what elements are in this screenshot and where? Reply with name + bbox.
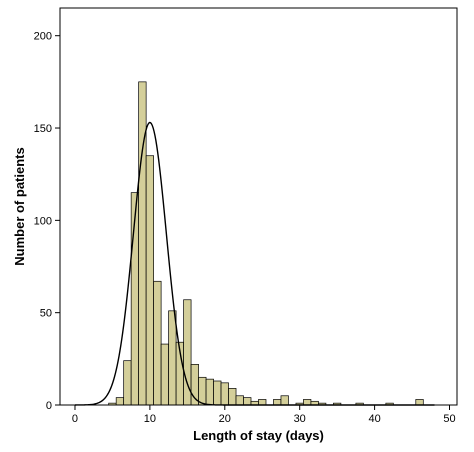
histogram-bar <box>220 382 229 406</box>
y-tick-label: 200 <box>34 31 52 43</box>
y-tick-label: 150 <box>34 123 52 135</box>
x-tick-label: 40 <box>368 413 380 425</box>
histogram-bar <box>235 395 244 406</box>
histogram-bar <box>228 388 237 406</box>
y-tick-label: 50 <box>40 308 52 320</box>
histogram-bar <box>168 310 177 406</box>
y-axis-title: Number of patients <box>12 147 27 265</box>
histogram-bar <box>273 399 282 406</box>
histogram-bar <box>280 395 289 406</box>
histogram-bar <box>415 399 424 406</box>
x-tick-label: 20 <box>219 413 231 425</box>
histogram-bar <box>258 399 267 406</box>
y-tick-label: 100 <box>34 215 52 227</box>
plot-area-frame <box>59 7 458 406</box>
histogram-bar <box>243 397 252 406</box>
histogram-bar <box>303 399 312 406</box>
histogram-bar <box>198 376 207 406</box>
histogram-bar <box>145 155 154 406</box>
x-tick-label: 0 <box>72 413 78 425</box>
histogram-bar <box>115 397 125 406</box>
histogram-bar <box>213 380 222 406</box>
histogram-bar <box>205 378 214 406</box>
x-axis-title: Length of stay (days) <box>193 428 324 443</box>
x-tick-label: 50 <box>443 413 455 425</box>
x-tick-label: 30 <box>294 413 306 425</box>
histogram-bar <box>123 360 132 406</box>
y-tick-label: 0 <box>46 400 52 412</box>
histogram-bar <box>138 81 147 406</box>
x-tick-label: 10 <box>144 413 156 425</box>
histogram-bar <box>153 280 162 406</box>
histogram-bar <box>160 343 169 406</box>
